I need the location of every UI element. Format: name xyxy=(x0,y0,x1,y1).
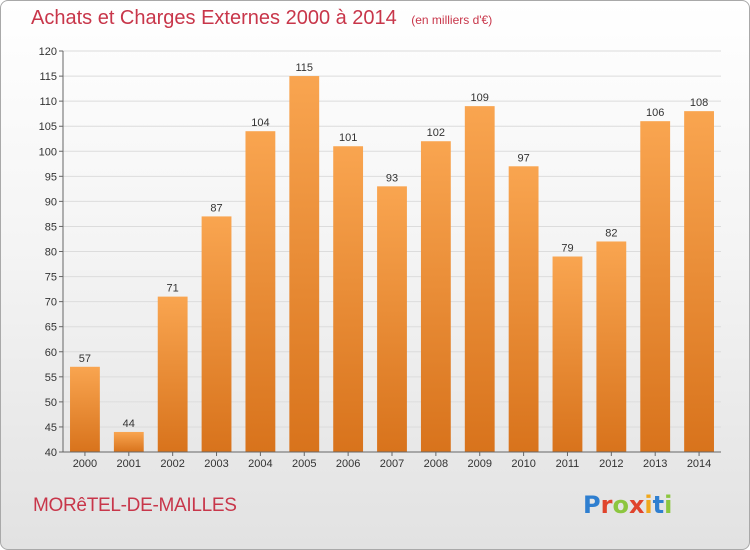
bars: 57 44 71 87 104 115 101 93 102 109 97 79 82 106 108 xyxy=(70,62,714,453)
data-label-2000: 57 xyxy=(79,353,91,365)
bar-2013 xyxy=(640,121,671,453)
y-tick-label: 85 xyxy=(45,221,57,233)
data-label-2007: 93 xyxy=(386,172,398,184)
x-tick-label: 2002 xyxy=(160,458,184,470)
y-tick-label: 80 xyxy=(45,247,57,259)
x-tick-label: 2001 xyxy=(117,458,141,470)
data-label-2003: 87 xyxy=(210,202,222,214)
y-tick-label: 95 xyxy=(45,171,57,183)
x-tick-label: 2004 xyxy=(248,458,272,470)
y-tick-label: 110 xyxy=(39,96,57,108)
data-label-2004: 104 xyxy=(251,117,269,129)
bar-2005 xyxy=(289,76,320,452)
x-tick-label: 2006 xyxy=(336,458,360,470)
x-tick-label: 2013 xyxy=(643,458,667,470)
bar-2012 xyxy=(596,241,627,452)
chart-title: Achats et Charges Externes 2000 à 2014 xyxy=(31,7,397,29)
x-tick-label: 2014 xyxy=(687,458,711,470)
axes: 40 45 50 55 60 65 70 75 80 85 90 95 100 105 110 115 120 2… xyxy=(39,46,721,470)
y-tick-label: 90 xyxy=(45,196,57,208)
logo-letter: i xyxy=(644,491,653,519)
data-label-2009: 109 xyxy=(471,92,489,104)
bar-2014 xyxy=(684,111,714,453)
x-tick-label: 2010 xyxy=(511,458,535,470)
commune-name: MORêTEL-DE-MAILLES xyxy=(33,495,237,516)
bar-2008 xyxy=(420,141,451,452)
y-tick-label: 40 xyxy=(45,447,57,459)
y-tick-label: 120 xyxy=(39,46,57,58)
y-tick-label: 55 xyxy=(45,372,57,384)
bar-2009 xyxy=(464,106,495,452)
bar-2006 xyxy=(333,146,364,453)
y-tick-label: 60 xyxy=(45,347,57,359)
logo-letter: o xyxy=(612,491,629,519)
logo-letter: r xyxy=(600,491,613,519)
data-label-2012: 82 xyxy=(605,227,617,239)
y-tick-label: 100 xyxy=(39,146,57,158)
bar-2004 xyxy=(245,131,276,452)
bar-2003 xyxy=(201,216,232,452)
x-tick-label: 2003 xyxy=(204,458,228,470)
y-tick-label: 65 xyxy=(45,322,57,334)
data-label-2006: 101 xyxy=(339,132,357,144)
data-label-2013: 106 xyxy=(646,107,664,119)
title-row: Achats et Charges Externes 2000 à 2014 (… xyxy=(31,7,492,30)
y-tick-label: 105 xyxy=(39,121,57,133)
data-label-2011: 79 xyxy=(561,243,573,255)
data-label-2002: 71 xyxy=(167,283,179,295)
x-tick-label: 2007 xyxy=(380,458,404,470)
bar-2010 xyxy=(508,166,539,452)
bar-2001 xyxy=(113,431,144,452)
x-tick-label: 2012 xyxy=(599,458,623,470)
y-tick-label: 50 xyxy=(45,397,57,409)
logo-letter: P xyxy=(583,491,601,519)
x-tick-label: 2009 xyxy=(467,458,491,470)
chart-subtitle: (en milliers d'€) xyxy=(411,13,493,27)
data-label-2005: 115 xyxy=(295,62,313,74)
y-tick-label: 115 xyxy=(39,71,57,83)
y-tick-label: 45 xyxy=(45,422,57,434)
y-tick-label: 70 xyxy=(45,297,57,309)
logo-letter: t xyxy=(652,491,665,519)
x-tick-label: 2008 xyxy=(424,458,448,470)
data-label-2014: 108 xyxy=(690,97,708,109)
data-label-2010: 97 xyxy=(517,152,529,164)
logo-letter: i xyxy=(664,491,673,519)
x-tick-label: 2000 xyxy=(73,458,97,470)
proxiti-logo[interactable]: Proxiti xyxy=(583,491,672,519)
x-tick-label: 2005 xyxy=(292,458,316,470)
logo-letter: x xyxy=(628,491,645,519)
bar-2011 xyxy=(552,256,583,452)
x-tick-label: 2011 xyxy=(556,458,580,470)
bar-2002 xyxy=(157,296,188,452)
data-label-2008: 102 xyxy=(427,127,445,139)
bar-2000 xyxy=(70,366,100,452)
data-label-2001: 44 xyxy=(123,418,135,430)
y-tick-label: 75 xyxy=(45,272,57,284)
bar-2007 xyxy=(377,186,407,452)
